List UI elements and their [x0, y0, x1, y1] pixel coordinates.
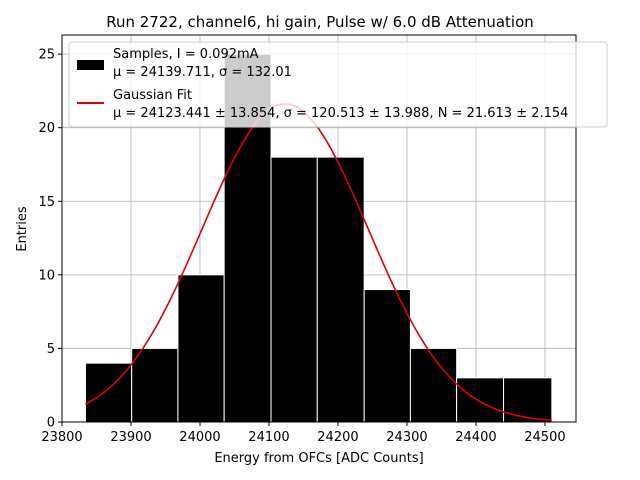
- fit-curve-group: [85, 103, 552, 421]
- x-tick-label: 24200: [317, 430, 358, 445]
- histogram-bar: [270, 156, 318, 423]
- legend-box: [68, 41, 608, 128]
- gaussian-fit-curve: [85, 103, 552, 421]
- x-tick-label: 24300: [386, 430, 427, 445]
- plot-frame: [61, 34, 577, 423]
- x-tick-label: 24100: [248, 430, 289, 445]
- y-ticks: 0 5 10 15 20 25: [38, 48, 62, 431]
- legend-fit-label: Gaussian Fit: [113, 88, 192, 103]
- y-tick-label: 5: [47, 342, 55, 357]
- x-tick-label: 23900: [110, 430, 151, 445]
- histogram-bar: [177, 274, 225, 423]
- x-tick-label: 23800: [41, 430, 82, 445]
- y-tick-label: 15: [38, 195, 55, 210]
- legend: Samples, I = 0.092mA μ = 24139.711, σ = …: [68, 41, 608, 128]
- legend-samples-label: Samples, I = 0.092mA: [113, 47, 259, 62]
- legend-samples-swatch: [77, 60, 104, 70]
- x-tick-label: 24400: [455, 430, 496, 445]
- y-tick-label: 10: [38, 268, 55, 283]
- legend-fit-params: μ = 24123.441 ± 13.854, σ = 120.513 ± 13…: [113, 106, 568, 121]
- legend-samples-stats: μ = 24139.711, σ = 132.01: [113, 65, 292, 80]
- x-ticks: 23800 23900 24000 24100 24200 24300 24400 24500: [41, 422, 566, 445]
- x-tick-label: 24500: [524, 430, 565, 445]
- histogram-bar: [316, 156, 365, 423]
- histogram-bar: [503, 377, 553, 423]
- y-tick-label: 25: [38, 48, 55, 63]
- y-tick-label: 20: [38, 121, 55, 136]
- histogram-bar: [363, 289, 411, 423]
- histogram-bar: [409, 347, 458, 423]
- x-axis-label: Energy from OFCs [ADC Counts]: [214, 451, 423, 466]
- chart-title: Run 2722, channel6, hi gain, Pulse w/ 6.…: [106, 13, 534, 31]
- histogram-bar: [456, 377, 505, 423]
- x-tick-label: 24000: [179, 430, 220, 445]
- y-tick-label: 0: [47, 416, 55, 431]
- y-axis-label: Entries: [15, 206, 30, 252]
- histogram-bar: [131, 347, 179, 423]
